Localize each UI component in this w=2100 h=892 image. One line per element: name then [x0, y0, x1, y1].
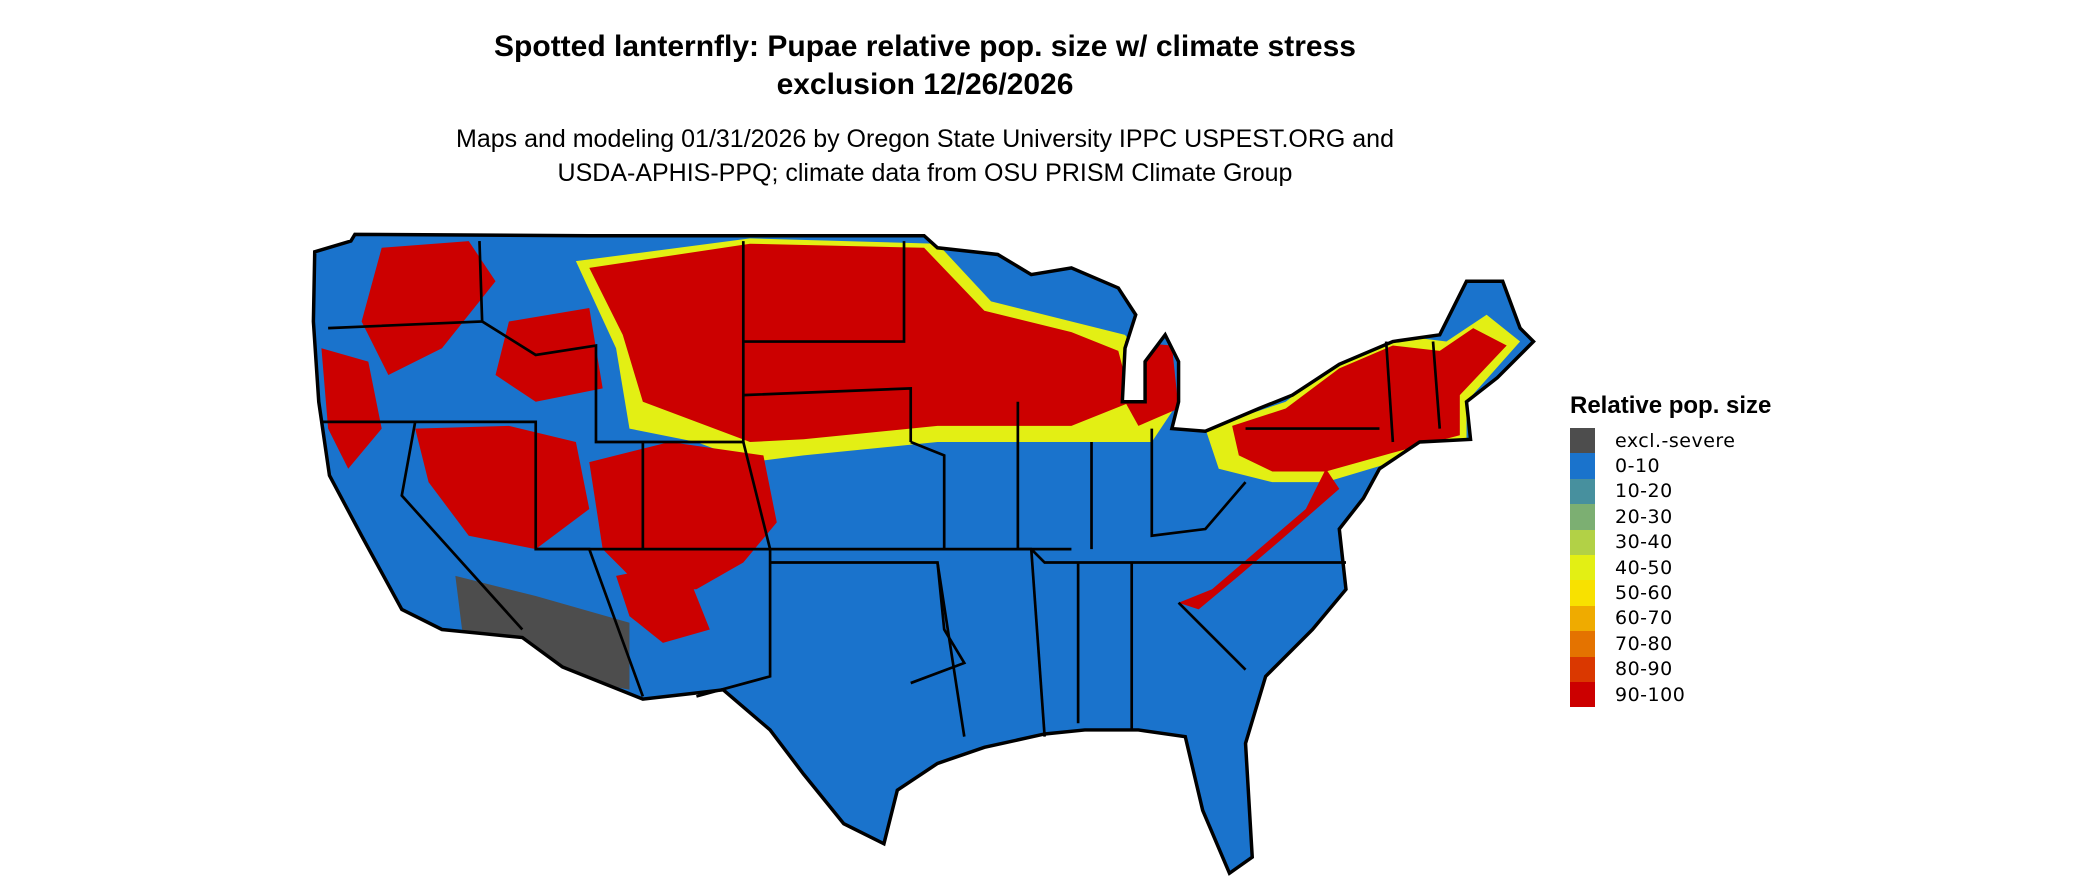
- state-border: [1177, 601, 1247, 671]
- risk-zone-high: [495, 308, 603, 402]
- state-border: [481, 241, 745, 444]
- risk-zone-high: [1178, 468, 1340, 610]
- risk-zone-high: [589, 441, 777, 590]
- risk-zone-high: [321, 348, 382, 469]
- legend-label: 90-100: [1615, 683, 1686, 706]
- legend-swatch: [1570, 453, 1595, 479]
- us-outline: [311, 232, 1536, 876]
- state-border: [743, 387, 913, 442]
- state-border: [743, 241, 906, 343]
- us-outline-fill: [313, 234, 1534, 874]
- state-border: [1150, 428, 1247, 538]
- legend-item: 40-50: [1570, 554, 1771, 581]
- title-line-2: exclusion 12/26/2026: [776, 68, 1074, 101]
- legend-swatch: [1570, 580, 1595, 606]
- state-border: [1029, 549, 1046, 737]
- map-subtitle: Maps and modeling 01/31/2026 by Oregon S…: [0, 122, 1850, 190]
- legend-label: 60-70: [1615, 607, 1673, 630]
- legend-label: 40-50: [1615, 556, 1673, 579]
- legend-swatch: [1570, 428, 1595, 454]
- state-borders: [321, 241, 1442, 737]
- legend-item: 20-30: [1570, 504, 1771, 530]
- legend-label: 20-30: [1615, 505, 1673, 528]
- risk-zone-high: [361, 241, 496, 376]
- legend-label: 10-20: [1615, 480, 1673, 503]
- legend-swatch: [1570, 554, 1595, 581]
- legend-item: 10-20: [1570, 478, 1771, 505]
- legend-swatch: [1570, 656, 1595, 682]
- legend-swatch: [1570, 478, 1595, 505]
- state-border: [535, 441, 645, 551]
- legend-item: 70-80: [1570, 631, 1771, 657]
- legend-item: 90-100: [1570, 681, 1771, 708]
- legend-label: 50-60: [1615, 582, 1673, 605]
- legend-label: 70-80: [1615, 632, 1673, 655]
- risk-zone-high: [1232, 328, 1507, 472]
- legend-label: 30-40: [1615, 531, 1673, 554]
- risk-zone-high: [415, 425, 590, 550]
- map-title: Spotted lanternfly: Pupae relative pop. …: [0, 28, 1850, 104]
- legend-item: 0-10: [1570, 453, 1771, 479]
- legend: Relative pop. size excl.-severe 0-10 10-20…: [1570, 392, 1772, 708]
- title-line-1: Spotted lanternfly: Pupae relative pop. …: [494, 30, 1356, 63]
- legend-item: excl.-severe: [1570, 428, 1771, 454]
- legend-item: 50-60: [1570, 580, 1771, 606]
- legend-swatch: [1570, 631, 1595, 657]
- subtitle-line-2: USDA-APHIS-PPQ; climate data from OSU PR…: [557, 159, 1293, 187]
- legend-swatch: [1570, 529, 1595, 555]
- legend-label: 80-90: [1615, 658, 1673, 681]
- legend-label: excl.-severe: [1615, 429, 1736, 452]
- state-border: [944, 547, 1346, 564]
- legend-item: 60-70: [1570, 605, 1771, 632]
- legend-item: 30-40: [1570, 529, 1771, 555]
- state-border: [642, 547, 772, 698]
- risk-zone-high: [616, 562, 710, 643]
- state-border: [770, 561, 967, 685]
- legend-swatch: [1570, 605, 1595, 632]
- legend-swatch: [1570, 681, 1595, 708]
- state-border: [936, 562, 966, 737]
- legend-swatch: [1570, 504, 1595, 530]
- state-border: [400, 421, 524, 631]
- state-border: [1016, 401, 1072, 551]
- legend-title: Relative pop. size: [1570, 392, 1772, 419]
- legend-label: 0-10: [1615, 455, 1661, 478]
- subtitle-line-1: Maps and modeling 01/31/2026 by Oregon S…: [456, 125, 1394, 153]
- state-border: [1384, 341, 1395, 443]
- state-border: [1431, 341, 1442, 429]
- legend-item: 80-90: [1570, 656, 1771, 682]
